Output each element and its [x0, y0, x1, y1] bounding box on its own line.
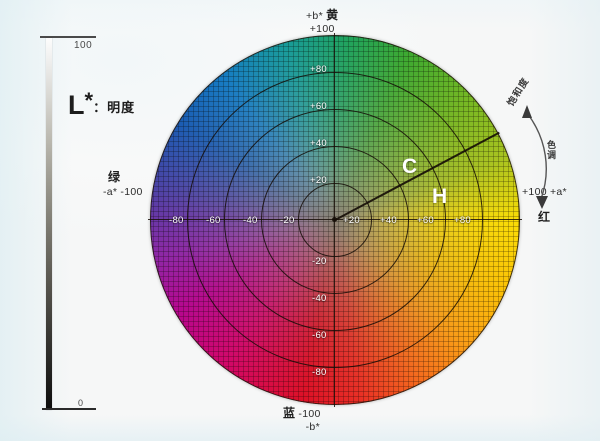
tick-b--20: -20 — [312, 256, 327, 267]
tick-a--40: -40 — [243, 215, 258, 226]
lightness-label: L*：明度 — [68, 90, 135, 119]
tick-a-+40: +40 — [380, 215, 398, 226]
tick-b-+80: +80 — [310, 64, 328, 75]
axis-bottom-name: 蓝 — [283, 406, 296, 420]
axis-label-left: -a* -100 — [103, 186, 143, 198]
tick-b--40: -40 — [312, 293, 327, 304]
axis-bottom-symbol: -b* — [305, 421, 320, 433]
marker-hue: H — [432, 185, 448, 208]
tick-a--20: -20 — [280, 215, 295, 226]
annotation-hue-label: 色调 — [546, 140, 556, 160]
axis-left-name: 绿 — [108, 170, 121, 184]
lightness-label-cn: 明度 — [107, 100, 136, 115]
axis-top-name: 黄 — [326, 8, 339, 22]
tick-a--60: -60 — [206, 215, 221, 226]
marker-chroma: C — [402, 155, 418, 178]
wheel-center-point — [332, 217, 337, 222]
lightness-superscript: * — [84, 88, 94, 113]
axis-right-name: 红 — [538, 210, 551, 224]
lightness-max-value: 100 — [74, 40, 93, 51]
lightness-min-value: 0 — [78, 398, 84, 408]
axis-top-symbol: +b* — [306, 10, 323, 22]
tick-b--80: -80 — [312, 367, 327, 378]
tick-b--60: -60 — [312, 330, 327, 341]
axis-label-right-name: 红 — [538, 208, 550, 225]
tick-b-+60: +60 — [310, 101, 328, 112]
lightness-separator: ： — [93, 100, 108, 115]
tick-a-+20: +20 — [343, 215, 361, 226]
tick-a-+60: +60 — [417, 215, 435, 226]
tick-a--80: -80 — [169, 215, 184, 226]
hue-saturation-annotation: 饱和度 色调 — [495, 76, 595, 220]
lightness-axis: 100 0 L*：明度 — [28, 30, 138, 420]
axis-left-value: -100 — [120, 186, 143, 198]
tick-b-+40: +40 — [310, 138, 328, 149]
lightness-top-tick — [40, 36, 96, 38]
lightness-bottom-tick — [42, 408, 96, 410]
axis-label-top: +b* 黄 +100 — [306, 6, 338, 35]
axis-left-symbol: -a* — [103, 186, 118, 198]
axis-right-value: +100 — [522, 186, 547, 198]
color-wheel: -80 -60 -40 -20 +20 +40 +60 +80 +20 +40 … — [148, 33, 522, 407]
axis-bottom-value: -100 — [298, 408, 321, 420]
tick-a-+80: +80 — [454, 215, 472, 226]
axis-label-left-name: 绿 — [108, 168, 120, 185]
axis-right-symbol: +a* — [549, 186, 567, 198]
axis-label-right: +100 +a* — [522, 186, 567, 198]
axis-top-value: +100 — [309, 23, 335, 35]
tick-b-+20: +20 — [310, 175, 328, 186]
lightness-gradient-bar — [46, 38, 52, 410]
lightness-symbol: L — [68, 90, 85, 120]
axis-label-bottom: 蓝 -100 -b* — [283, 404, 321, 433]
annotation-arrow-icon — [522, 105, 548, 209]
